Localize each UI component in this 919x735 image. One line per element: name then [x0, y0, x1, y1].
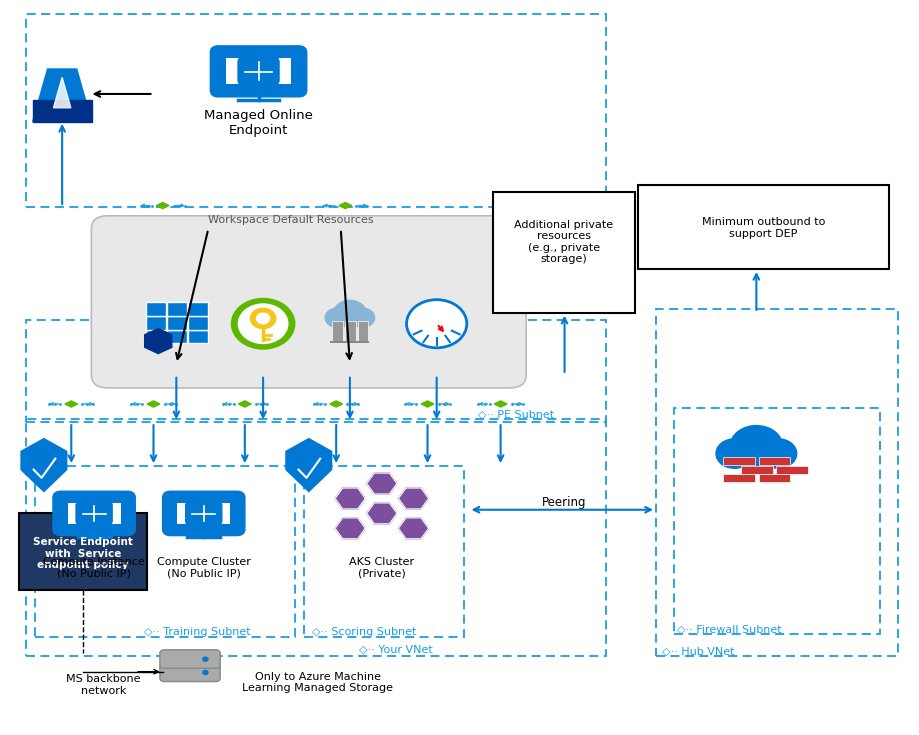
Polygon shape — [238, 401, 251, 407]
FancyBboxPatch shape — [777, 466, 808, 473]
Circle shape — [203, 670, 208, 675]
FancyBboxPatch shape — [723, 457, 755, 465]
FancyBboxPatch shape — [226, 58, 290, 84]
Polygon shape — [335, 518, 365, 539]
FancyBboxPatch shape — [758, 474, 790, 481]
Circle shape — [251, 308, 276, 329]
FancyBboxPatch shape — [160, 663, 221, 681]
Polygon shape — [367, 473, 397, 494]
FancyBboxPatch shape — [638, 185, 889, 269]
Polygon shape — [33, 99, 92, 122]
Polygon shape — [21, 439, 67, 492]
Polygon shape — [399, 488, 428, 509]
Text: Compute Cluster
(No Public IP): Compute Cluster (No Public IP) — [157, 557, 251, 578]
Polygon shape — [335, 488, 365, 509]
Text: ◇·· Hub VNet: ◇·· Hub VNet — [663, 647, 735, 657]
Circle shape — [203, 657, 208, 662]
Polygon shape — [286, 439, 332, 492]
Text: Compute Instance
(No Public IP): Compute Instance (No Public IP) — [43, 557, 145, 578]
FancyBboxPatch shape — [741, 466, 773, 473]
Circle shape — [256, 313, 270, 323]
FancyBboxPatch shape — [333, 321, 343, 341]
FancyBboxPatch shape — [237, 56, 279, 86]
FancyBboxPatch shape — [75, 500, 113, 526]
FancyBboxPatch shape — [164, 492, 244, 535]
FancyBboxPatch shape — [145, 330, 166, 343]
Circle shape — [716, 439, 753, 468]
Polygon shape — [33, 69, 92, 122]
Polygon shape — [147, 401, 160, 407]
FancyBboxPatch shape — [357, 321, 369, 341]
Polygon shape — [339, 203, 352, 209]
Circle shape — [238, 304, 288, 343]
FancyBboxPatch shape — [187, 302, 209, 315]
Text: ◇·· Training Subnet: ◇·· Training Subnet — [144, 626, 251, 637]
FancyBboxPatch shape — [145, 302, 166, 315]
Text: Minimum outbound to
support DEP: Minimum outbound to support DEP — [702, 218, 825, 239]
FancyBboxPatch shape — [91, 216, 527, 388]
Polygon shape — [367, 503, 397, 524]
FancyBboxPatch shape — [330, 340, 369, 343]
FancyBboxPatch shape — [68, 503, 120, 524]
Circle shape — [730, 426, 783, 467]
Circle shape — [325, 308, 349, 327]
FancyBboxPatch shape — [177, 503, 231, 524]
Text: MS backbone
network: MS backbone network — [66, 674, 141, 695]
Text: ◇·· Your VNet: ◇·· Your VNet — [359, 645, 433, 655]
FancyBboxPatch shape — [185, 500, 222, 526]
Text: Workspace Default Resources: Workspace Default Resources — [209, 215, 374, 225]
Circle shape — [350, 308, 375, 327]
Text: Service Endpoint
with  Service
endpoint policy: Service Endpoint with Service endpoint p… — [33, 537, 133, 570]
FancyBboxPatch shape — [166, 302, 187, 315]
Text: Managed Online
Endpoint: Managed Online Endpoint — [204, 109, 313, 137]
FancyBboxPatch shape — [187, 330, 209, 343]
Polygon shape — [399, 518, 428, 539]
Polygon shape — [421, 401, 434, 407]
FancyBboxPatch shape — [160, 650, 221, 668]
FancyBboxPatch shape — [187, 316, 209, 329]
Polygon shape — [494, 401, 507, 407]
FancyBboxPatch shape — [145, 316, 166, 329]
FancyBboxPatch shape — [166, 330, 187, 343]
Polygon shape — [144, 329, 172, 354]
FancyBboxPatch shape — [53, 492, 134, 535]
Text: Peering: Peering — [542, 496, 587, 509]
FancyBboxPatch shape — [723, 474, 755, 481]
FancyBboxPatch shape — [211, 46, 306, 96]
Circle shape — [232, 298, 295, 349]
Circle shape — [760, 439, 797, 468]
Polygon shape — [156, 203, 169, 209]
FancyBboxPatch shape — [494, 193, 635, 313]
Polygon shape — [65, 401, 78, 407]
Polygon shape — [330, 401, 343, 407]
Circle shape — [406, 300, 467, 348]
FancyBboxPatch shape — [345, 321, 356, 341]
Text: Only to Azure Machine
Learning Managed Storage: Only to Azure Machine Learning Managed S… — [243, 672, 393, 693]
Text: AKS Cluster
(Private): AKS Cluster (Private) — [349, 557, 414, 578]
Text: ◇·· Firewall Subnet: ◇·· Firewall Subnet — [677, 625, 781, 635]
FancyBboxPatch shape — [19, 513, 147, 590]
Text: ◇·· Scoring Subnet: ◇·· Scoring Subnet — [312, 626, 416, 637]
FancyBboxPatch shape — [758, 457, 790, 465]
Circle shape — [334, 301, 367, 327]
FancyBboxPatch shape — [166, 316, 187, 329]
Text: ◇·· PE Subnet: ◇·· PE Subnet — [478, 410, 554, 420]
Text: Additional private
resources
(e.g., private
storage): Additional private resources (e.g., priv… — [514, 220, 613, 265]
Polygon shape — [53, 77, 71, 108]
